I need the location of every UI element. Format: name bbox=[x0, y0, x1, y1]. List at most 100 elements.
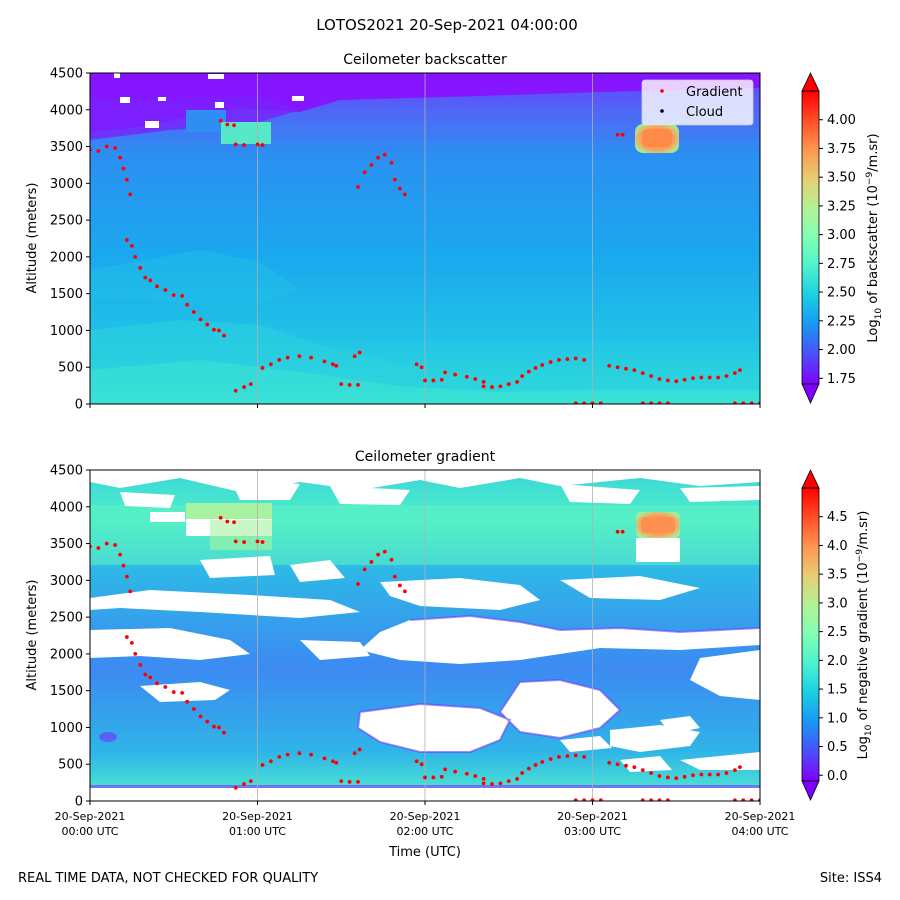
gradient-point bbox=[124, 574, 129, 579]
gradient-point bbox=[665, 798, 670, 801]
gradient-point bbox=[143, 275, 148, 280]
gradient-point bbox=[133, 651, 138, 656]
colorbar-tick-label: 3.75 bbox=[827, 142, 856, 157]
gradient-point bbox=[242, 143, 247, 147]
x-tick-label-date: 20-Sep-2021 bbox=[390, 810, 461, 823]
gradient-point bbox=[212, 724, 216, 729]
gradient-point bbox=[352, 354, 357, 359]
gradient-point bbox=[322, 359, 327, 364]
gradient-point bbox=[392, 574, 397, 579]
gradient-point bbox=[481, 781, 486, 786]
gradient-point bbox=[163, 288, 168, 292]
gradient-point bbox=[699, 375, 704, 380]
gradient-point bbox=[640, 768, 645, 773]
gradient-point bbox=[691, 376, 695, 381]
gradient-point bbox=[269, 362, 273, 367]
gradient-point bbox=[260, 366, 265, 370]
x-tick-label-date: 20-Sep-2021 bbox=[557, 810, 628, 823]
gradient-xlabel: Time (UTC) bbox=[388, 845, 461, 860]
gradient-point bbox=[439, 774, 444, 779]
gradient-point bbox=[389, 160, 394, 165]
x-tick-label-time: 00:00 UTC bbox=[61, 825, 118, 838]
gradient-point bbox=[129, 243, 134, 248]
gradient-point bbox=[397, 186, 402, 191]
gradient-point bbox=[352, 751, 357, 756]
gradient-point bbox=[431, 378, 436, 383]
gradient-point bbox=[423, 775, 427, 780]
gradient-point bbox=[582, 798, 587, 801]
gradient-gradient-series bbox=[90, 515, 760, 801]
colorbar-tick-label: 3.0 bbox=[827, 596, 848, 611]
gradient-point bbox=[155, 284, 159, 289]
gradient-gridlines bbox=[257, 470, 593, 801]
gradient-point bbox=[649, 771, 654, 775]
backscatter-legend: Gradient Cloud bbox=[641, 79, 754, 126]
gradient-point bbox=[232, 520, 236, 525]
backscatter-colorbar-gradient bbox=[802, 91, 819, 384]
gradient-point bbox=[362, 170, 367, 175]
backscatter-colorbar: 1.75 2.00 2.25 2.50 2.75 3.00 3.25 3.50 3.75 4.00… bbox=[801, 72, 884, 404]
gradient-point bbox=[443, 767, 447, 772]
gradient-point bbox=[277, 357, 282, 362]
gradient-point bbox=[191, 310, 196, 314]
gradient-point bbox=[255, 142, 260, 147]
gradient-point bbox=[397, 583, 402, 588]
colorbar-tick-label: 4.00 bbox=[827, 113, 856, 128]
gradient-point bbox=[707, 772, 712, 777]
gradient-point bbox=[716, 375, 721, 380]
x-tick-label-time: 01:00 UTC bbox=[229, 825, 286, 838]
figure-suptitle: LOTOS2021 20-Sep-2021 04:00:00 bbox=[316, 16, 578, 34]
gradient-point bbox=[620, 132, 625, 137]
y-tick-label: 0 bbox=[75, 398, 83, 413]
backscatter-colorbar-label: Log10 of backscatter (10−9/m.sr) bbox=[865, 133, 884, 342]
colorbar-tick-label: 3.25 bbox=[827, 199, 856, 214]
gradient-point bbox=[582, 357, 587, 362]
gradient-point bbox=[198, 714, 203, 719]
gradient-point bbox=[414, 759, 419, 764]
y-tick-label: 500 bbox=[58, 361, 83, 376]
colorbar-tick-label: 1.5 bbox=[827, 683, 848, 698]
gradient-point bbox=[526, 369, 531, 374]
x-tick-label-time: 02:00 UTC bbox=[396, 825, 453, 838]
gradient-point bbox=[376, 155, 380, 160]
gradient-point bbox=[356, 382, 360, 387]
gradient-colorbar-gradient bbox=[802, 488, 819, 781]
gradient-point bbox=[431, 775, 436, 780]
gradient-point bbox=[464, 771, 469, 776]
backscatter-colorbar-max-arrow bbox=[801, 72, 820, 92]
gradient-point bbox=[520, 374, 525, 378]
y-tick-label: 3000 bbox=[50, 574, 83, 589]
gradient-point bbox=[573, 401, 578, 404]
gradient-point bbox=[682, 377, 687, 382]
gradient-point bbox=[741, 401, 746, 404]
gradient-point bbox=[191, 707, 196, 711]
gradient-point bbox=[334, 760, 339, 765]
gradient-point bbox=[124, 635, 129, 639]
colorbar-tick-label: 2.5 bbox=[827, 625, 848, 640]
colorbar-tick-label: 2.25 bbox=[827, 314, 856, 329]
gradient-point bbox=[615, 762, 620, 767]
gradient-point bbox=[356, 779, 360, 784]
gradient-point bbox=[369, 560, 374, 564]
gradient-point bbox=[640, 798, 645, 801]
gradient-point bbox=[419, 762, 424, 767]
y-tick-label: 4000 bbox=[50, 103, 83, 118]
gradient-point bbox=[548, 757, 553, 761]
gradient-point bbox=[185, 699, 190, 704]
gradient-point bbox=[376, 552, 380, 557]
gradient-ylabel: Altitude (meters) bbox=[25, 580, 40, 691]
gradient-point bbox=[749, 798, 754, 801]
colorbar-tick-label: 2.00 bbox=[827, 343, 856, 358]
x-tick-label-time: 03:00 UTC bbox=[564, 825, 621, 838]
legend-gradient-label: Gradient bbox=[686, 85, 743, 100]
gradient-point bbox=[640, 371, 645, 376]
gradient-point bbox=[148, 278, 153, 283]
gradient-point bbox=[506, 382, 511, 387]
gradient-point bbox=[573, 356, 578, 361]
backscatter-x-ticks bbox=[89, 404, 761, 408]
gradient-point bbox=[624, 366, 628, 371]
gradient-point bbox=[233, 785, 238, 790]
gradient-point bbox=[155, 681, 159, 686]
gradient-point bbox=[309, 752, 313, 757]
